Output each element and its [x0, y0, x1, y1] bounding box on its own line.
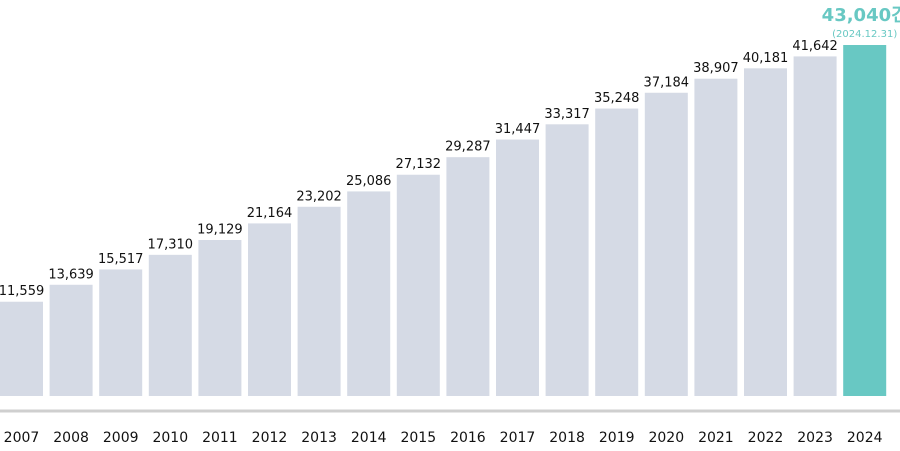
bar	[793, 56, 837, 397]
x-tick-label: 2015	[400, 430, 436, 446]
annotation: (2024.12.31)	[832, 29, 897, 40]
bar	[148, 254, 192, 396]
x-tick-label: 2023	[797, 430, 833, 446]
value-label: 33,317	[544, 107, 590, 122]
x-tick-label: 2010	[152, 430, 188, 446]
value-label: 15,517	[98, 252, 144, 267]
bar	[744, 68, 787, 396]
x-tick-label: 2011	[202, 430, 238, 446]
bar	[396, 174, 440, 396]
value-label: 19,129	[197, 222, 243, 237]
value-label: 38,907	[693, 61, 739, 76]
value-label: 13,639	[48, 267, 94, 282]
value-label: 31,447	[495, 122, 541, 137]
value-label: 23,202	[296, 189, 342, 204]
bar	[49, 284, 93, 396]
value-label: 11,559	[0, 284, 44, 299]
value-label: 35,248	[594, 91, 640, 106]
x-tick-label: 2022	[748, 430, 784, 446]
value-label: 37,184	[644, 75, 690, 90]
value-label: 21,164	[247, 206, 293, 221]
x-tick-label: 2014	[351, 430, 387, 446]
bar	[496, 139, 539, 397]
x-tick-label: 2008	[53, 430, 89, 446]
bar	[297, 206, 341, 396]
x-tick-label: 2007	[4, 430, 40, 446]
value-label: 25,086	[346, 174, 392, 189]
bar	[694, 78, 738, 397]
x-tick-label: 2012	[252, 430, 288, 446]
bar	[545, 124, 589, 396]
bar	[446, 157, 490, 396]
bar	[644, 92, 688, 397]
x-tick-label: 2024	[847, 430, 883, 446]
bar	[347, 191, 391, 396]
x-tick-label: 2020	[648, 430, 684, 446]
x-tick-label: 2013	[301, 430, 337, 446]
value-label: 17,310	[148, 237, 194, 252]
x-tick-label: 2021	[698, 430, 734, 446]
x-tick-label: 2016	[450, 430, 486, 446]
value-label: 41,642	[792, 39, 838, 54]
value-label: 40,181	[743, 51, 789, 66]
bar	[248, 223, 291, 396]
value-label: 43,040건	[822, 5, 900, 26]
bar	[843, 45, 887, 396]
bar	[198, 239, 242, 396]
x-tick-label: 2018	[549, 430, 585, 446]
bar	[0, 301, 43, 396]
x-tick-label: 2009	[103, 430, 139, 446]
x-tick-label: 2017	[500, 430, 536, 446]
bar	[595, 108, 639, 397]
value-label: 29,287	[445, 140, 491, 155]
value-label: 27,132	[396, 157, 442, 172]
bar	[99, 269, 143, 396]
x-tick-label: 2019	[599, 430, 635, 446]
